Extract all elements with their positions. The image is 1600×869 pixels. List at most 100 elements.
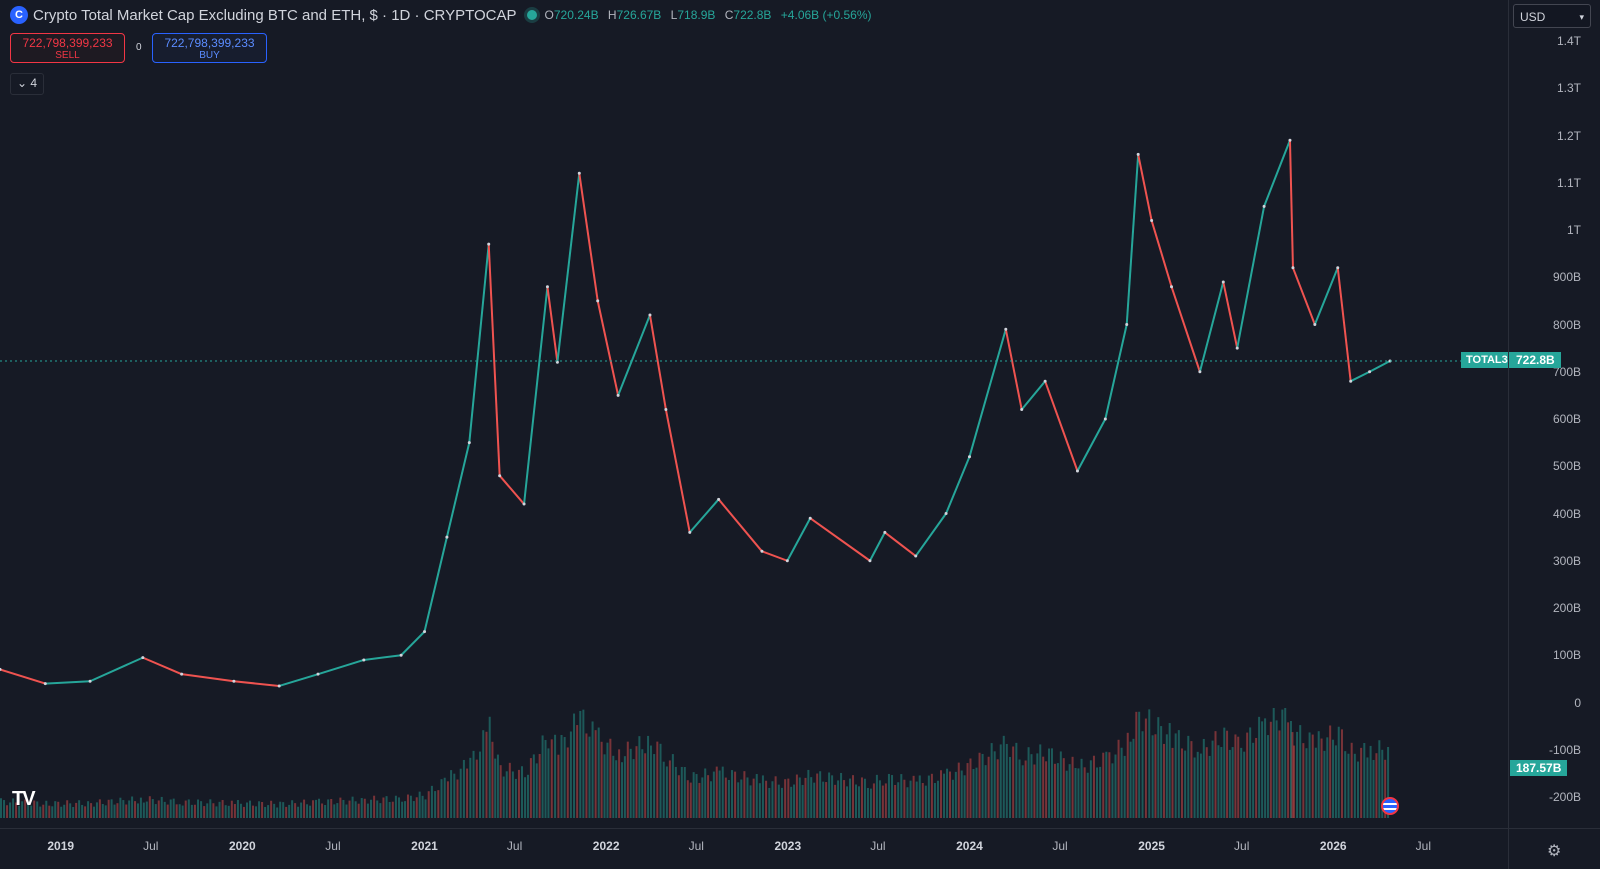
volume-bar	[394, 795, 397, 818]
volume-bar	[1141, 731, 1144, 818]
volume-bar	[1323, 750, 1326, 818]
volume-bar	[187, 799, 190, 818]
volume-bar	[671, 754, 674, 818]
chart-title[interactable]: Crypto Total Market Cap Excluding BTC an…	[33, 6, 517, 24]
volume-bar	[653, 754, 656, 818]
volume-bar	[1334, 745, 1337, 818]
volume-bar	[771, 781, 774, 818]
volume-bar	[1111, 763, 1114, 818]
volume-bar	[45, 800, 48, 818]
scale-corner: ⚙	[1508, 828, 1600, 869]
volume-bar	[541, 735, 544, 818]
volume-bar	[1287, 722, 1290, 818]
price-point	[914, 554, 918, 558]
currency-value: USD	[1520, 10, 1546, 24]
price-plot[interactable]	[0, 0, 1508, 828]
price-segment	[468, 244, 490, 443]
volume-bar	[897, 782, 900, 818]
volume-bar	[348, 800, 351, 818]
volume-bar	[644, 753, 647, 818]
buy-button[interactable]: 722,798,399,233 BUY	[152, 33, 267, 63]
volume-bar	[54, 801, 57, 818]
price-segment	[869, 531, 886, 562]
volume-bar	[339, 797, 342, 818]
volume-bar	[906, 787, 909, 818]
price-segment	[89, 656, 144, 683]
volume-bar	[1021, 765, 1024, 818]
volume-bar	[376, 800, 379, 818]
volume-bar	[1231, 747, 1234, 818]
volume-bar	[715, 766, 718, 818]
volume-bar	[1099, 766, 1102, 818]
volume-bar	[200, 801, 203, 818]
volume-bar	[136, 803, 139, 818]
time-scale[interactable]: 2019 Jul 2020 Jul 2021 Jul 2022 Jul 2023 Jul 2024 J…	[0, 828, 1508, 869]
price-scale[interactable]: USD ▾ 1.4T 1.3T 1.2T 1.1T 1T 900B 800B 700B 600B…	[1508, 0, 1600, 828]
volume-bar	[209, 799, 212, 818]
volume-bar	[87, 801, 90, 818]
volume-bar	[398, 797, 401, 818]
price-point	[88, 679, 92, 683]
volume-bar	[18, 805, 21, 818]
price-segment	[142, 656, 183, 676]
volume-bar	[354, 801, 357, 818]
volume-bar	[701, 777, 704, 818]
price-segment	[45, 680, 91, 685]
volume-bar	[680, 766, 683, 818]
volume-bar	[336, 803, 339, 818]
volume-bar	[267, 805, 270, 818]
volume-bar	[315, 799, 318, 818]
volume-bar	[635, 746, 638, 818]
volume-bar	[1308, 732, 1311, 818]
volume-bar	[903, 779, 906, 818]
volume-bar	[573, 713, 576, 818]
volume-bar	[78, 800, 81, 818]
us-flag-icon[interactable]	[1381, 797, 1399, 815]
sell-button[interactable]: 722,798,399,233 SELL	[10, 33, 125, 63]
chart-pane[interactable]: C Crypto Total Market Cap Excluding BTC …	[0, 0, 1513, 828]
volume-bar	[84, 806, 87, 818]
volume-bar	[1068, 764, 1071, 818]
volume-bar	[1384, 759, 1387, 818]
volume-bar	[569, 731, 572, 818]
volume-bar	[1074, 768, 1077, 818]
volume-bar	[154, 804, 157, 818]
price-segment	[1076, 418, 1107, 472]
volume-bar	[66, 800, 69, 818]
volume-bar	[382, 797, 385, 818]
price-point	[868, 559, 872, 563]
price-label: 200B	[1552, 601, 1581, 615]
settings-gear-icon[interactable]: ⚙	[1547, 843, 1562, 860]
time-label: 2024	[956, 839, 983, 853]
price-point	[316, 672, 320, 676]
volume-bar	[227, 805, 230, 818]
volume-bar	[609, 738, 612, 818]
volume-bar	[385, 796, 388, 818]
indicators-toggle-button[interactable]: ⌄ 4	[10, 73, 44, 95]
volume-bar	[1296, 731, 1299, 818]
tradingview-logo-icon[interactable]: TV	[12, 788, 36, 810]
price-point	[1075, 469, 1079, 473]
volume-bar	[990, 743, 993, 818]
volume-bar	[69, 803, 72, 818]
volume-bar	[1162, 743, 1165, 818]
price-segment	[945, 456, 971, 514]
volume-bar	[1039, 744, 1042, 818]
volume-bar	[819, 771, 822, 818]
volume-bar	[1071, 756, 1074, 818]
volume-bar	[184, 800, 187, 818]
volume-bar	[721, 766, 724, 818]
volume-bar	[1284, 708, 1287, 818]
volume-bar	[881, 785, 884, 818]
volume-bar	[113, 804, 116, 818]
price-segment	[968, 328, 1007, 458]
volume-bar	[1180, 748, 1183, 818]
volume-bar	[93, 806, 96, 818]
volume-bar	[857, 786, 860, 818]
currency-select[interactable]: USD ▾	[1513, 4, 1591, 28]
volume-bar	[921, 782, 924, 818]
volume-bar	[1337, 726, 1340, 818]
volume-bar	[1340, 729, 1343, 818]
volume-bar	[1369, 745, 1372, 818]
volume-bar	[804, 777, 807, 818]
